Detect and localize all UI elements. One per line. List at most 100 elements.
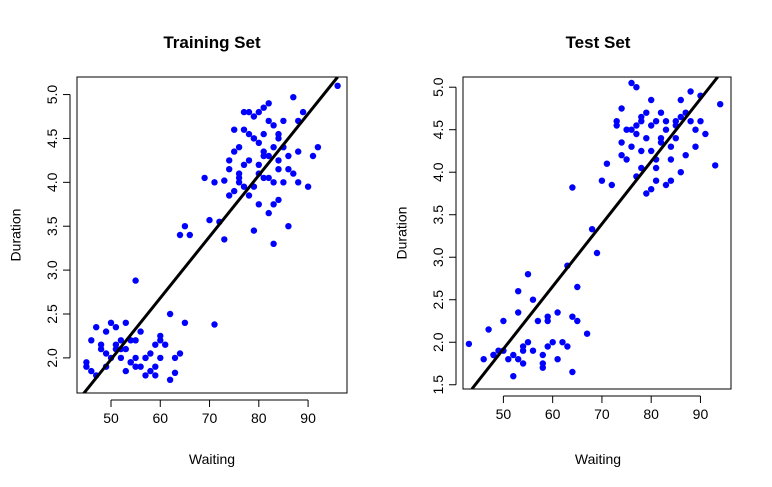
data-point <box>524 271 532 278</box>
data-point <box>334 82 341 90</box>
x-tick-label: 80 <box>251 410 267 426</box>
x-tick-label: 70 <box>594 406 610 422</box>
data-point <box>250 135 258 142</box>
data-point <box>662 181 670 189</box>
data-point <box>539 360 546 367</box>
y-tick-label: 2.5 <box>44 304 60 324</box>
data-point <box>299 108 307 116</box>
data-point <box>235 179 243 186</box>
data-point <box>628 126 635 133</box>
data-point <box>515 309 522 316</box>
data-point <box>643 109 650 116</box>
data-point <box>275 196 282 204</box>
data-point <box>648 122 655 129</box>
x-tick-label: 70 <box>202 410 218 426</box>
chart-panel-2: 50 60 70 80 90 1.5 2.0 2.5 3.0 3.5 4.0 4.5 5.0 Test S… <box>394 33 732 467</box>
data-point <box>652 164 660 172</box>
data-point <box>107 319 115 326</box>
data-point <box>490 351 497 359</box>
y-tick-label: 2.5 <box>430 290 446 310</box>
data-point <box>623 156 630 163</box>
data-point <box>524 339 532 346</box>
data-point <box>672 135 679 142</box>
data-point <box>102 328 110 335</box>
data-point <box>157 332 164 340</box>
data-point <box>593 249 601 257</box>
data-point <box>245 130 253 138</box>
data-point <box>250 113 258 120</box>
data-point <box>662 118 670 125</box>
data-point <box>290 94 297 101</box>
y-axis-title: Duration <box>394 207 410 260</box>
data-point <box>652 177 660 184</box>
data-point <box>245 157 253 164</box>
data-point <box>270 144 277 151</box>
data-point <box>122 345 129 353</box>
data-point <box>677 96 684 104</box>
data-point <box>539 351 546 359</box>
plot-frame <box>462 76 732 390</box>
data-point <box>295 179 302 186</box>
y-tick-label: 4.0 <box>44 172 60 192</box>
data-point <box>628 79 635 87</box>
data-point <box>245 192 253 199</box>
y-tick-label: 3.0 <box>430 247 446 267</box>
data-point <box>83 363 90 370</box>
data-point <box>250 227 258 234</box>
data-point <box>633 122 640 129</box>
data-point <box>662 126 670 133</box>
data-point <box>275 166 282 173</box>
data-point <box>231 126 238 133</box>
data-point <box>554 309 561 316</box>
data-point <box>88 367 95 375</box>
data-point <box>574 317 581 325</box>
data-point <box>102 350 110 357</box>
data-point <box>648 186 655 193</box>
x-tick-label: 60 <box>152 410 168 426</box>
y-tick-label: 1.5 <box>430 375 446 395</box>
data-point <box>692 126 699 133</box>
data-point <box>117 337 125 344</box>
data-point <box>613 118 620 125</box>
data-point <box>265 152 272 160</box>
x-axis-title: Waiting <box>189 451 235 467</box>
data-point <box>657 109 665 116</box>
data-point <box>559 339 566 346</box>
data-point <box>275 157 282 164</box>
data-point <box>285 152 292 160</box>
data-point <box>633 84 640 91</box>
regression-line <box>82 77 339 393</box>
data-point <box>280 179 287 186</box>
data-point <box>255 108 262 116</box>
data-point <box>176 350 184 357</box>
chart-title: Test Set <box>566 33 631 52</box>
data-point <box>677 169 684 176</box>
data-point <box>132 363 139 370</box>
data-point <box>510 373 517 380</box>
data-point <box>152 363 159 370</box>
data-point <box>648 147 655 155</box>
data-point <box>235 170 243 177</box>
data-point <box>265 117 272 125</box>
data-point <box>667 143 675 150</box>
data-point <box>692 143 699 150</box>
data-point <box>569 313 576 320</box>
data-point <box>480 356 487 363</box>
data-point <box>122 367 129 375</box>
data-point <box>643 190 650 197</box>
data-point <box>132 337 139 344</box>
data-point <box>171 354 179 362</box>
chart-title: Training Set <box>163 33 261 52</box>
y-tick-label: 4.5 <box>430 120 446 140</box>
x-tick-label: 90 <box>300 410 316 426</box>
data-point <box>206 216 213 224</box>
data-point <box>549 339 556 346</box>
data-point <box>314 144 322 151</box>
data-point <box>137 328 144 335</box>
y-tick-label: 5.0 <box>44 85 60 105</box>
data-point <box>265 100 272 107</box>
data-point <box>652 118 660 125</box>
data-point <box>623 126 630 133</box>
data-point <box>270 240 277 247</box>
